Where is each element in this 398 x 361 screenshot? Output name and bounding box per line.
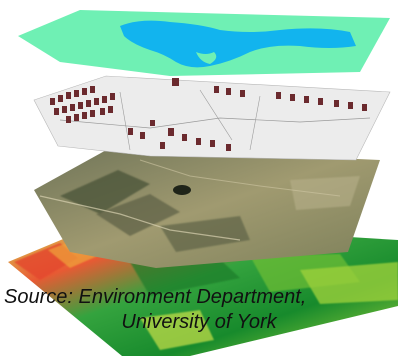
water-layer	[18, 10, 390, 76]
buildings-layer	[33, 75, 391, 161]
aerial-imagery-layer	[34, 148, 380, 268]
source-caption-line2: University of York	[121, 311, 277, 333]
source-caption-line1: Source: Environment Department,	[4, 286, 307, 308]
